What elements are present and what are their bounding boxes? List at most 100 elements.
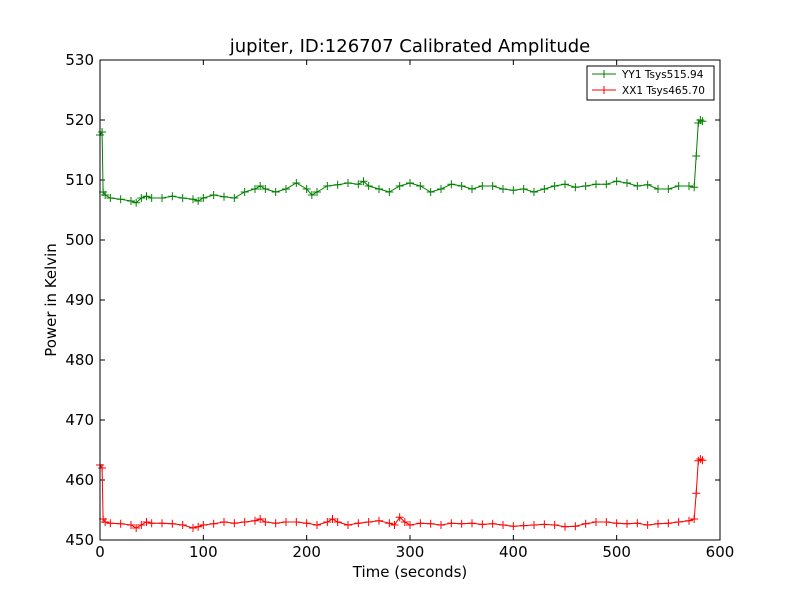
y-tick-label: 530 — [65, 51, 94, 69]
x-tick-label: 300 — [396, 543, 425, 561]
data-point — [612, 177, 621, 186]
data-point — [251, 185, 259, 193]
data-point — [132, 524, 141, 532]
data-point — [313, 521, 321, 529]
data-point — [199, 194, 208, 202]
data-point — [106, 194, 115, 202]
data-point — [395, 182, 404, 190]
data-point — [654, 519, 662, 528]
data-point — [694, 456, 703, 465]
y-tick-label: 520 — [65, 111, 94, 129]
data-point — [354, 180, 363, 189]
data-point — [147, 519, 156, 528]
data-point — [561, 522, 569, 531]
series-1 — [96, 116, 707, 207]
data-point — [540, 185, 549, 193]
data-point — [690, 515, 699, 523]
data-point — [127, 521, 135, 529]
data-point — [540, 520, 549, 529]
data-point — [230, 519, 239, 528]
data-point — [519, 185, 528, 193]
data-point — [457, 182, 466, 190]
data-point — [643, 180, 652, 189]
y-tick-label: 460 — [65, 471, 94, 489]
data-point — [230, 194, 239, 202]
data-point — [509, 186, 518, 195]
data-point — [530, 521, 538, 529]
data-point — [147, 194, 156, 202]
data-point — [478, 520, 487, 529]
data-point — [282, 518, 290, 526]
plot-frame — [99, 59, 721, 541]
data-point — [447, 180, 456, 189]
data-point — [685, 516, 693, 525]
data-point — [698, 456, 707, 465]
data-point — [690, 183, 699, 192]
data-point — [550, 521, 559, 529]
data-point — [240, 518, 249, 526]
chart-title: jupiter, ID:126707 Calibrated Amplitude — [229, 36, 590, 57]
legend: YY1 Tsys515.94 XX1 Tsys465.70 — [586, 65, 715, 101]
data-point — [571, 183, 580, 192]
data-point — [468, 185, 476, 193]
data-point — [400, 518, 409, 526]
data-point — [530, 188, 538, 196]
x-axis-ticks: 0 100 200 300 400 500 600 — [95, 60, 734, 561]
data-point — [313, 188, 321, 196]
data-point — [344, 179, 352, 187]
data-point — [685, 182, 693, 190]
data-point — [344, 521, 352, 529]
data-point — [98, 128, 107, 136]
data-point — [158, 519, 166, 528]
data-point — [488, 519, 497, 528]
data-point — [581, 519, 590, 528]
data-point — [101, 518, 110, 526]
data-point — [323, 182, 332, 190]
series-2 — [96, 455, 707, 532]
data-point — [623, 519, 631, 528]
data-point — [633, 182, 642, 190]
x-tick-label: 600 — [706, 543, 735, 561]
data-point — [251, 516, 259, 525]
x-tick-label: 100 — [189, 543, 218, 561]
data-point — [271, 519, 280, 528]
data-point — [643, 521, 652, 529]
data-point — [116, 519, 125, 528]
data-point — [468, 519, 476, 528]
legend-box — [586, 65, 715, 101]
data-point — [612, 519, 621, 528]
y-axis-ticks: 450 460 470 480 490 500 510 520 530 — [65, 51, 720, 549]
data-point — [333, 518, 342, 526]
data-point — [302, 185, 311, 193]
data-point — [664, 185, 673, 193]
data-point — [654, 185, 662, 193]
y-tick-label: 470 — [65, 411, 94, 429]
data-point — [261, 518, 270, 526]
data-point — [499, 185, 507, 193]
data-point — [581, 182, 590, 190]
data-point — [488, 182, 497, 190]
data-point — [375, 185, 383, 193]
data-point — [426, 188, 435, 196]
data-point — [698, 117, 707, 126]
data-point — [592, 180, 600, 189]
data-point — [509, 522, 518, 531]
y-tick-label: 500 — [65, 231, 94, 249]
legend-marker — [600, 86, 608, 94]
data-point — [674, 182, 683, 190]
data-point — [271, 188, 280, 196]
data-point — [390, 521, 399, 529]
data-point — [416, 519, 425, 528]
data-point — [359, 177, 368, 186]
data-point — [375, 516, 383, 525]
data-point — [256, 182, 265, 190]
data-point — [127, 197, 135, 205]
data-point — [194, 522, 203, 531]
data-point — [406, 179, 414, 187]
data-point — [137, 521, 146, 529]
data-point — [256, 515, 265, 523]
data-point — [406, 521, 414, 529]
data-point — [364, 182, 373, 190]
data-point — [261, 185, 270, 193]
